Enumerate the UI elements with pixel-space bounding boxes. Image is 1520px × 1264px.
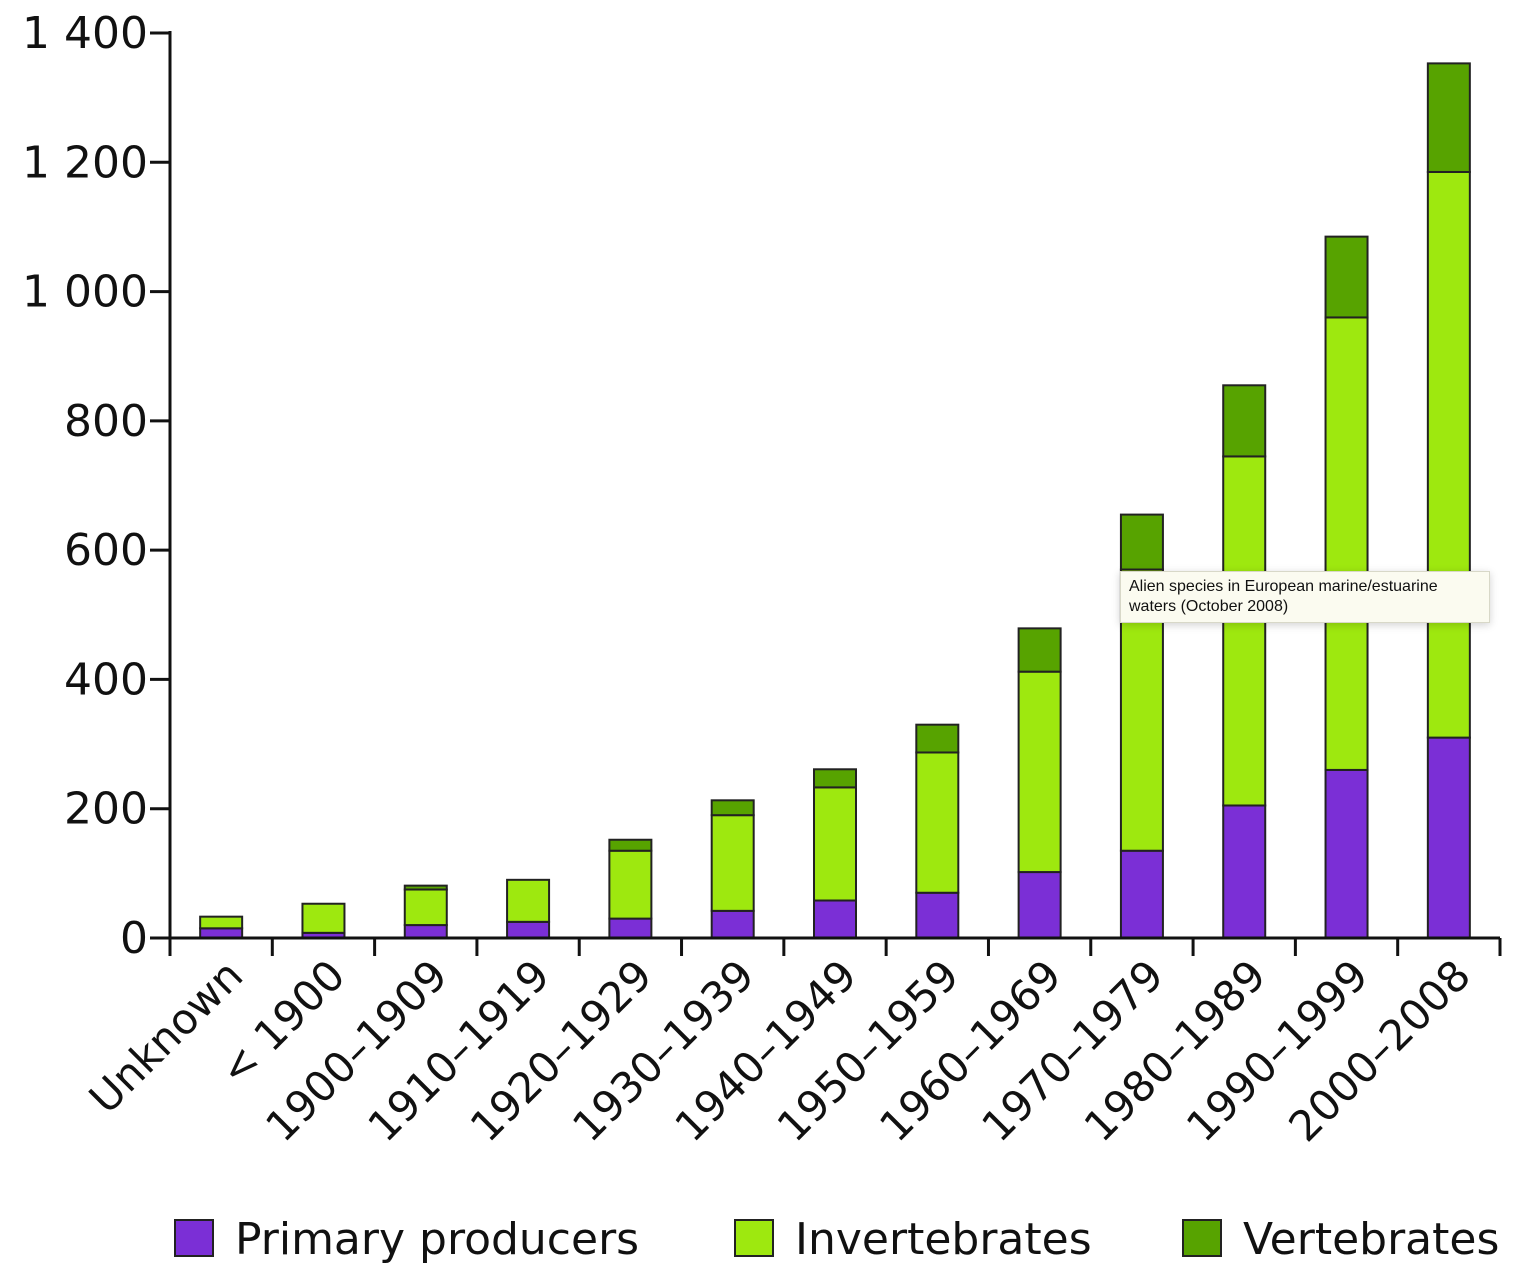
bar-vertebrates-6 [813, 768, 857, 789]
bar-primary-producers-4 [608, 917, 653, 939]
legend-swatch [1182, 1219, 1222, 1257]
bar-invertebrates-2 [403, 888, 448, 927]
bar-vertebrates-7 [915, 723, 960, 754]
x-tick-label: Unknown [80, 950, 253, 1123]
bar-invertebrates-12 [1426, 170, 1471, 739]
bar-vertebrates-8 [1017, 627, 1062, 673]
bar-vertebrates-2 [403, 884, 448, 891]
bar-invertebrates-8 [1017, 670, 1062, 874]
bar-invertebrates-0 [199, 915, 244, 930]
bar-vertebrates-4 [608, 838, 653, 852]
y-tick-label: 400 [64, 654, 148, 705]
bar-primary-producers-2 [403, 924, 448, 939]
bar-primary-producers-6 [813, 899, 857, 939]
bar-primary-producers-12 [1426, 736, 1471, 939]
legend-label: Primary producers [235, 1214, 639, 1264]
bar-primary-producers-9 [1119, 849, 1164, 939]
y-tick-label: 1 200 [22, 137, 148, 188]
y-tick-label: 200 [64, 784, 148, 835]
chart-tooltip: Alien species in European marine/estuari… [1120, 571, 1490, 623]
bar-primary-producers-10 [1222, 804, 1267, 939]
bar-vertebrates-9 [1119, 513, 1164, 571]
bar-primary-producers-7 [915, 891, 960, 939]
bar-vertebrates-12 [1426, 62, 1471, 173]
bar-primary-producers-8 [1017, 871, 1062, 939]
y-tick-label: 1 000 [22, 267, 148, 318]
bar-invertebrates-11 [1324, 316, 1369, 771]
y-tick-label: 0 [120, 913, 148, 964]
legend-label: Invertebrates [795, 1214, 1092, 1264]
bar-primary-producers-5 [710, 909, 755, 939]
bar-invertebrates-6 [813, 786, 857, 902]
bars-group [199, 62, 1471, 940]
legend-label: Vertebrates [1243, 1214, 1499, 1264]
bar-vertebrates-10 [1222, 384, 1267, 458]
bar-invertebrates-4 [608, 849, 653, 920]
x-ticks-group: Unknown< 19001900–19091910–19191920–1929… [80, 938, 1502, 1151]
bar-primary-producers-3 [506, 920, 551, 940]
y-tick-label: 1 400 [22, 8, 148, 59]
bar-invertebrates-7 [915, 751, 960, 894]
bar-invertebrates-1 [301, 902, 346, 934]
y-tick-label: 600 [64, 525, 148, 576]
bar-primary-producers-11 [1324, 768, 1369, 940]
y-tick-label: 800 [64, 396, 148, 447]
bar-vertebrates-11 [1324, 235, 1369, 319]
bar-invertebrates-3 [506, 878, 551, 923]
tooltip-text: Alien species in European marine/estuari… [1129, 578, 1438, 615]
bar-vertebrates-5 [710, 799, 755, 817]
legend-swatch [174, 1219, 214, 1257]
bar-invertebrates-5 [710, 814, 755, 912]
y-ticks-group: 0 200 400 600 800 1 000 1 200 1 400 [22, 8, 170, 964]
legend-swatch [734, 1219, 774, 1257]
legend: Primary producers Invertebrates Vertebrate… [174, 1214, 1499, 1264]
bar-invertebrates-10 [1222, 455, 1267, 807]
